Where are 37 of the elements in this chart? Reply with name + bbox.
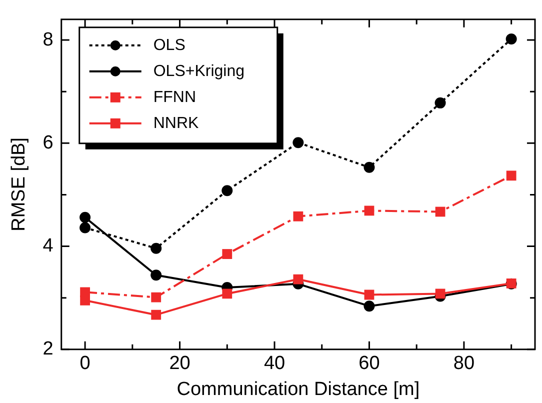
point	[364, 290, 374, 300]
point	[364, 162, 375, 173]
point	[434, 97, 446, 108]
y-axis-title: RMSE [dB]	[8, 137, 30, 232]
y-tick-label: 6	[42, 132, 54, 154]
point	[364, 206, 374, 216]
point	[293, 211, 304, 222]
x-tick-label: 20	[169, 353, 190, 374]
x-tick-label: 60	[358, 353, 380, 374]
point	[150, 270, 162, 281]
y-tick-label: 2	[42, 338, 54, 360]
legend-label: OLS+Kriging	[153, 62, 245, 80]
point	[150, 242, 162, 254]
point	[364, 300, 375, 312]
point	[151, 310, 162, 320]
x-tick-label: 80	[453, 353, 475, 374]
point	[435, 206, 446, 217]
point	[435, 288, 446, 299]
point	[222, 288, 232, 299]
x-tick-label: 40	[264, 353, 286, 374]
y-tick-label: 4	[42, 236, 54, 257]
point	[80, 222, 91, 234]
point	[151, 292, 162, 302]
point	[292, 137, 304, 148]
point	[222, 185, 233, 196]
point	[293, 274, 304, 284]
legend-label: OLS	[153, 36, 186, 54]
point	[222, 249, 232, 259]
legend-label: NNRK	[153, 114, 200, 132]
x-tick-label: 0	[80, 353, 90, 374]
point	[506, 170, 516, 181]
legend-label: FFNN	[153, 88, 196, 106]
point	[80, 295, 90, 306]
y-tick-label: 8	[42, 29, 54, 50]
point	[506, 33, 517, 44]
point	[80, 212, 91, 223]
x-axis-title: Communication Distance [m]	[176, 378, 420, 400]
